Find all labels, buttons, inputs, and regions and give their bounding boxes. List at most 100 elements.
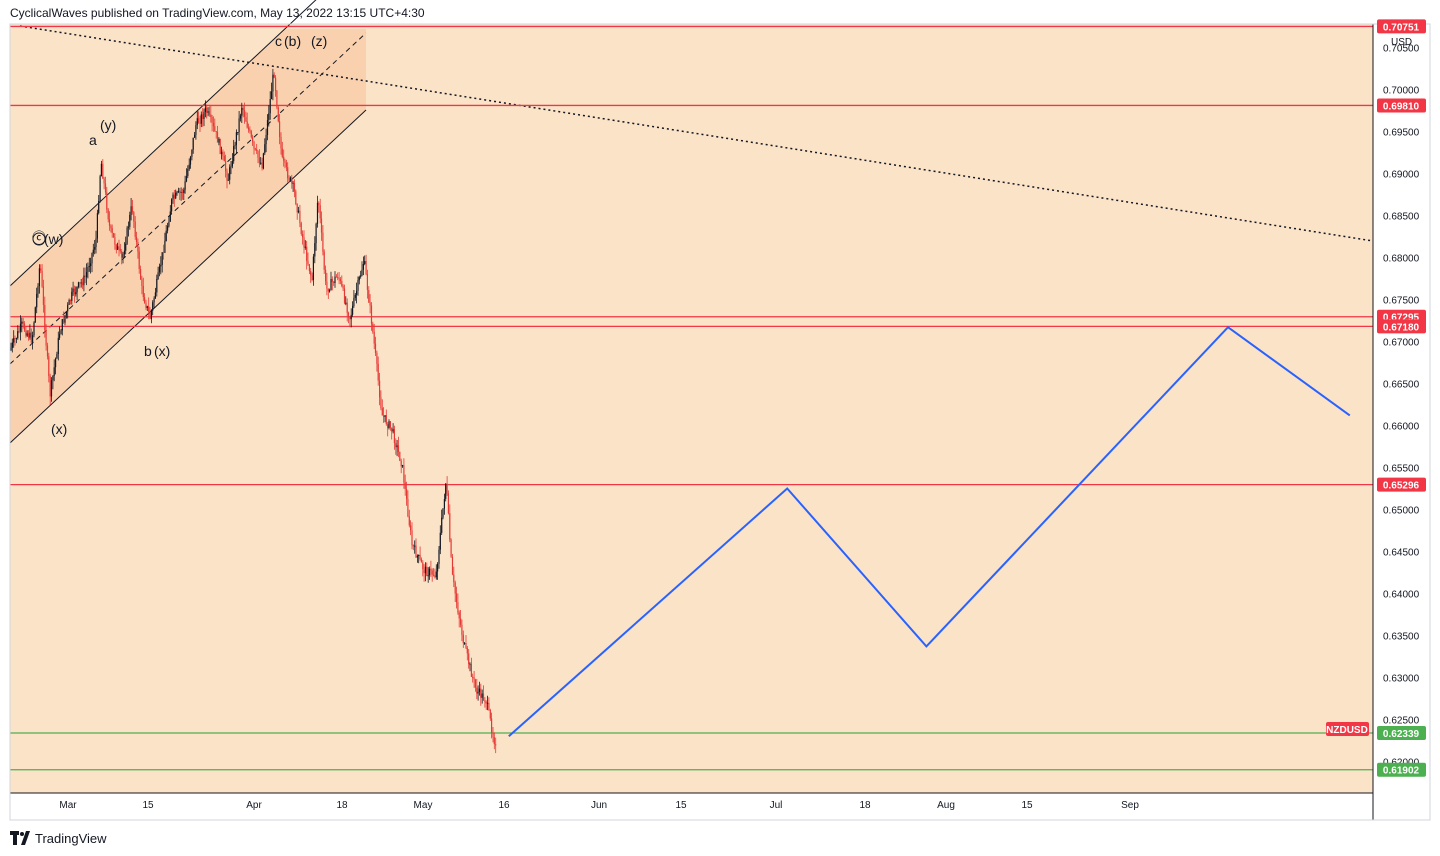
candle-body — [30, 332, 32, 343]
candle-body — [131, 206, 134, 213]
price-axis[interactable]: 0.70500 0.70000 0.69500 0.69000 0.68500 0.680… — [1383, 44, 1420, 769]
level-badge: 0.65296 — [1383, 481, 1420, 492]
candle-body — [453, 574, 455, 583]
candle-body — [268, 113, 270, 120]
level-badge-bg — [1377, 319, 1426, 334]
candle-body — [476, 687, 478, 694]
candle-body — [495, 744, 497, 746]
candle-body — [64, 315, 66, 323]
candle-body — [370, 305, 373, 324]
candle-body — [119, 248, 121, 252]
candle-body — [339, 279, 341, 281]
candle-body — [156, 279, 158, 293]
candle-body — [118, 246, 120, 249]
candle-body — [408, 516, 410, 526]
price-tick-label: 0.67500 — [1383, 296, 1420, 307]
tradingview-logo-icon — [10, 831, 30, 845]
candle-body — [180, 192, 182, 193]
candle-body — [422, 562, 424, 570]
candle-body — [36, 293, 38, 308]
wave-label-x-lower: (x) — [51, 421, 67, 437]
candle-body — [469, 663, 471, 665]
candle-body — [401, 465, 404, 467]
time-axis[interactable]: Mar 15 Apr 18 May 16 Jun 15 Jul 18 Aug 15 Sep — [59, 800, 1139, 811]
candle-body — [424, 566, 427, 574]
candle-body — [73, 288, 76, 295]
candle-body — [279, 121, 281, 137]
candle-body — [308, 264, 310, 271]
candle-body — [337, 276, 339, 278]
candle-body — [441, 517, 443, 533]
candle-body — [21, 321, 23, 324]
candle-body — [222, 151, 224, 156]
time-tick-label: 16 — [498, 800, 510, 811]
candle-body — [130, 206, 132, 215]
candle-body — [391, 427, 393, 432]
candle-body — [198, 118, 200, 123]
price-tick-label: 0.69000 — [1383, 170, 1420, 181]
candle-body — [221, 151, 223, 154]
candle-body — [181, 192, 183, 193]
candle-body — [242, 107, 244, 111]
candle-body — [383, 415, 385, 417]
candle-body — [177, 190, 179, 193]
candle-body — [208, 111, 210, 115]
candle-body — [393, 429, 395, 444]
candle-body — [439, 532, 441, 550]
candle-body — [311, 275, 313, 280]
level-badge-bg — [1377, 98, 1426, 113]
candle-body — [111, 228, 113, 234]
candle-body — [464, 643, 466, 644]
candle-body — [261, 162, 263, 169]
candle-body — [431, 570, 433, 575]
candle-body — [106, 192, 108, 210]
candle-body — [437, 563, 439, 572]
candle-body — [392, 429, 394, 432]
candle-body — [216, 131, 219, 143]
candle-body — [184, 181, 186, 190]
candle-body — [333, 281, 335, 283]
symbol-tag: NZDUSD — [1326, 725, 1368, 736]
candle-body — [199, 123, 201, 124]
candle-body — [406, 489, 408, 499]
candle-body — [84, 275, 86, 278]
candle-body — [389, 421, 391, 428]
candle-body — [264, 144, 266, 154]
candle-body — [341, 280, 343, 286]
candle-body — [265, 135, 267, 145]
wave-label-a: a — [89, 132, 97, 148]
candle-body — [171, 199, 173, 212]
candle-body — [281, 148, 283, 157]
candle-body — [385, 415, 387, 425]
candle-body — [69, 300, 71, 301]
candle-body — [404, 482, 406, 490]
candle-body — [63, 319, 65, 323]
level-badge: 0.69810 — [1383, 101, 1420, 112]
price-tick-label: 0.63500 — [1383, 632, 1420, 643]
candle-body — [315, 223, 317, 244]
candle-body — [489, 709, 491, 719]
candle-body — [368, 290, 370, 303]
candle-body — [206, 107, 208, 113]
chart-border — [9, 23, 1431, 821]
candle-body — [235, 132, 237, 145]
candle-body — [320, 218, 323, 233]
candle-body — [373, 331, 375, 344]
candle-body — [86, 272, 88, 278]
candle-body — [219, 138, 221, 154]
candle-body — [395, 443, 397, 448]
candle-body — [445, 483, 447, 499]
candle-body — [233, 146, 235, 162]
candle-body — [466, 647, 468, 654]
candle-body — [419, 555, 421, 560]
candle-body — [430, 568, 432, 571]
candle-body — [214, 126, 216, 132]
candle-body — [428, 568, 431, 576]
candle-body — [196, 118, 198, 126]
candle-body — [287, 167, 289, 179]
wave-label-x-upper: (x) — [154, 343, 170, 359]
publisher-header: CyclicalWaves published on TradingView.c… — [10, 6, 425, 20]
candle-body — [352, 305, 354, 315]
candle-body — [303, 237, 305, 248]
